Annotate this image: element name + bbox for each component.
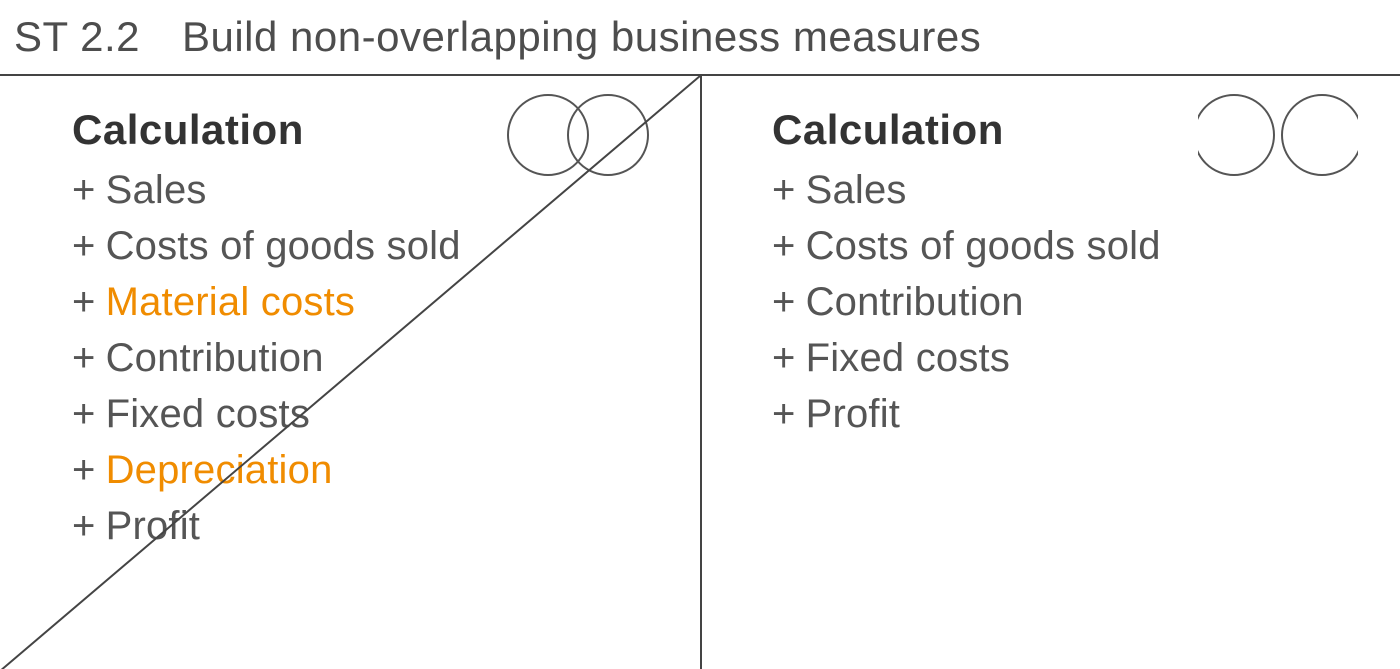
page: ST 2.2 Build non-overlapping business me… <box>0 0 1400 669</box>
right-item-label: Costs of goods sold <box>806 218 1161 274</box>
plus-sign: + <box>72 162 96 218</box>
right-item-label: Contribution <box>806 274 1024 330</box>
left-item-label: Contribution <box>106 330 324 386</box>
venn-overlap-icon <box>498 90 658 180</box>
left-item-label: Fixed costs <box>106 386 311 442</box>
plus-sign: + <box>772 330 796 386</box>
plus-sign: + <box>72 498 96 554</box>
plus-sign: + <box>72 330 96 386</box>
right-item-label: Fixed costs <box>806 330 1011 386</box>
left-item-label: Depreciation <box>106 442 333 498</box>
left-item: +Material costs <box>72 274 640 330</box>
plus-sign: + <box>72 218 96 274</box>
right-item: +Costs of goods sold <box>772 218 1340 274</box>
right-item: +Contribution <box>772 274 1340 330</box>
plus-sign: + <box>72 274 96 330</box>
page-header: ST 2.2 Build non-overlapping business me… <box>0 0 1400 74</box>
left-item: +Profit <box>72 498 640 554</box>
venn-separate-icon <box>1198 90 1358 180</box>
left-item-label: Material costs <box>106 274 356 330</box>
plus-sign: + <box>772 162 796 218</box>
left-item: +Depreciation <box>72 442 640 498</box>
left-item-label: Costs of goods sold <box>106 218 461 274</box>
left-item-label: Profit <box>106 498 201 554</box>
panels-container: Calculation +Sales+Costs of goods sold+M… <box>0 74 1400 669</box>
plus-sign: + <box>772 386 796 442</box>
plus-sign: + <box>72 386 96 442</box>
right-item-label: Sales <box>806 162 907 218</box>
vertical-divider <box>700 76 702 669</box>
right-item: +Fixed costs <box>772 330 1340 386</box>
right-item: +Profit <box>772 386 1340 442</box>
left-item-label: Sales <box>106 162 207 218</box>
plus-sign: + <box>72 442 96 498</box>
left-items: +Sales+Costs of goods sold+Material cost… <box>72 162 640 554</box>
left-item: +Fixed costs <box>72 386 640 442</box>
right-items: +Sales+Costs of goods sold+Contribution+… <box>772 162 1340 442</box>
plus-sign: + <box>772 274 796 330</box>
panel-right: Calculation +Sales+Costs of goods sold+C… <box>700 76 1400 669</box>
plus-sign: + <box>772 218 796 274</box>
header-title: Build non-overlapping business measures <box>182 13 981 61</box>
left-item: +Contribution <box>72 330 640 386</box>
panel-left: Calculation +Sales+Costs of goods sold+M… <box>0 76 700 669</box>
right-item-label: Profit <box>806 386 901 442</box>
left-item: +Costs of goods sold <box>72 218 640 274</box>
header-code: ST 2.2 <box>14 13 140 61</box>
